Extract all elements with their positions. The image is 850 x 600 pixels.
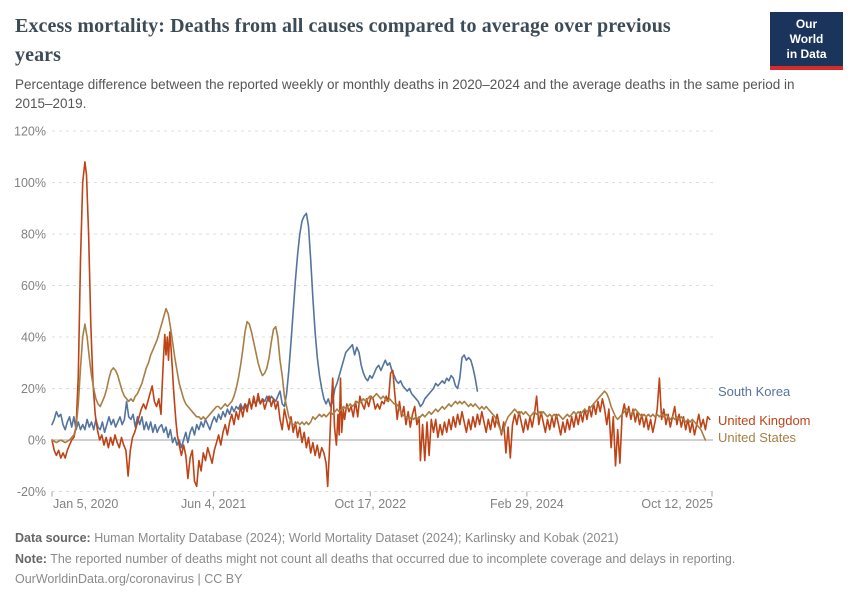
datasource-label: Data source: — [15, 531, 91, 545]
license-text: OurWorldinData.org/coronavirus | CC BY — [15, 572, 243, 586]
x-tick-label: Feb 29, 2024 — [490, 497, 564, 511]
x-tick-label: Oct 17, 2022 — [334, 497, 406, 511]
x-tick-label: Jun 4, 2021 — [181, 497, 246, 511]
note-label: Note: — [15, 551, 47, 566]
series-line-south-korea[interactable] — [51, 212, 479, 449]
chart-subtitle: Percentage difference between the report… — [15, 77, 795, 111]
chart-area: 120% 100% 80% 60% 40% 20% 0% -20% Jan 5, 2020 Jun… — [0, 100, 850, 520]
y-tick-label: 20% — [21, 382, 46, 396]
y-tick-label: 100% — [14, 176, 46, 190]
owid-logo-line2: in Data — [786, 47, 827, 61]
owid-logo[interactable]: Our World in Data — [770, 12, 843, 70]
excess-mortality-chart: 120% 100% 80% 60% 40% 20% 0% -20% Jan 5, 2020 Jun… — [14, 125, 811, 512]
datasource-line: Data source: Human Mortality Database (2… — [15, 528, 835, 549]
owid-logo-line1: Our World — [789, 17, 824, 46]
series-line-united-kingdom[interactable] — [51, 161, 711, 488]
y-tick-label: 120% — [14, 125, 46, 139]
chart-footer: Data source: Human Mortality Database (2… — [15, 528, 835, 590]
page-title: Excess mortality: Deaths from all causes… — [15, 15, 671, 66]
series-line-united-states[interactable] — [51, 307, 707, 444]
legend-united-states[interactable]: United States — [718, 430, 797, 445]
y-tick-label: 80% — [21, 228, 46, 242]
legend-south-korea[interactable]: South Korea — [718, 384, 791, 399]
y-tick-label: 40% — [21, 331, 46, 345]
generated-layer: 120% 100% 80% 60% 40% 20% 0% -20% Jan 5, 2020 Jun… — [14, 125, 713, 512]
note-text: The reported number of deaths might not … — [46, 551, 736, 566]
y-tick-label: -20% — [17, 485, 46, 499]
y-tick-label: 60% — [21, 279, 46, 293]
x-tick-label: Oct 12, 2025 — [641, 497, 713, 511]
x-tick-label: Jan 5, 2020 — [53, 497, 118, 511]
license-line[interactable]: OurWorldinData.org/coronavirus | CC BY — [15, 569, 835, 590]
datasource-text: Human Mortality Database (2024); World M… — [90, 531, 619, 545]
legend-united-kingdom[interactable]: United Kingdom — [718, 413, 811, 428]
note-line: Note: The reported number of deaths migh… — [15, 549, 835, 570]
y-tick-label: 0% — [28, 434, 46, 448]
